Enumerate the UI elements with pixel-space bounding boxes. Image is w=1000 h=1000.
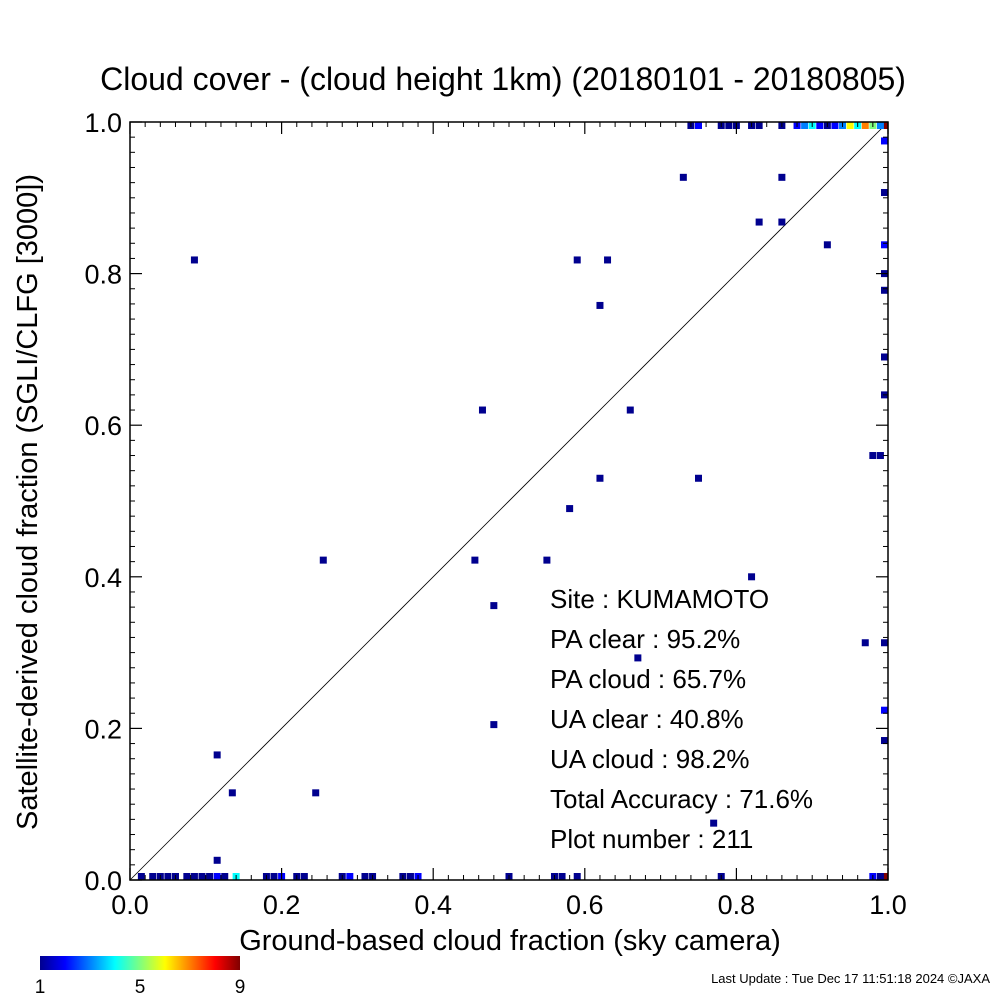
data-point-13	[596, 301, 604, 309]
data-point-19	[695, 474, 702, 482]
data-point-23	[778, 173, 786, 181]
colorbar: 1 5 9	[35, 956, 246, 998]
y-tick-label: 0.0	[84, 866, 122, 896]
data-point-7	[478, 406, 486, 414]
data-point-18	[679, 173, 687, 181]
x-tick-label: 1.0	[869, 890, 907, 920]
data-point-31	[881, 241, 888, 249]
data-point-90	[573, 873, 581, 880]
data-point-6	[471, 556, 479, 564]
data-point-2	[228, 789, 236, 797]
data-point-40	[881, 873, 888, 880]
data-point-16	[626, 406, 634, 414]
y-tick-label: 0.2	[84, 714, 122, 744]
x-tick-label: 0.8	[718, 890, 756, 920]
data-point-33	[881, 286, 888, 294]
x-tick-label: 0.0	[111, 890, 149, 920]
data-point-71	[206, 873, 214, 880]
data-point-24	[778, 218, 786, 226]
data-point-36	[881, 639, 888, 647]
stat-line: Plot number : 211	[550, 824, 753, 854]
y-tick-label: 0.6	[84, 411, 122, 441]
data-point-82	[361, 873, 369, 880]
data-point-0	[190, 256, 198, 264]
data-point-60	[861, 122, 869, 129]
data-point-10	[543, 556, 551, 564]
data-point-46	[725, 122, 733, 129]
x-tick-label: 0.4	[414, 890, 452, 920]
data-point-64	[149, 873, 157, 880]
stat-line: UA clear : 40.8%	[550, 704, 744, 734]
data-point-89	[558, 873, 566, 880]
data-point-73	[221, 873, 229, 880]
data-point-69	[190, 873, 198, 880]
x-tick-label: 0.6	[566, 890, 604, 920]
stat-line: PA clear : 95.2%	[550, 624, 740, 654]
stat-line: UA cloud : 98.2%	[550, 744, 749, 774]
data-point-34	[881, 353, 888, 361]
stat-line: Total Accuracy : 71.6%	[550, 784, 813, 814]
data-point-72	[213, 873, 221, 880]
stat-line: PA cloud : 65.7%	[550, 664, 746, 694]
data-point-79	[300, 873, 308, 880]
x-axis-label: Ground-based cloud fraction (sky camera)	[239, 925, 781, 957]
data-point-62	[876, 122, 884, 129]
data-point-3	[213, 856, 221, 864]
data-point-44	[695, 122, 702, 129]
data-point-28	[876, 452, 884, 460]
y-tick-label: 0.8	[84, 260, 122, 290]
data-point-85	[406, 873, 414, 880]
data-point-29	[881, 137, 888, 145]
data-point-21	[748, 573, 756, 581]
data-point-81	[346, 873, 354, 880]
data-point-56	[831, 122, 839, 129]
x-tick-label: 0.2	[263, 890, 301, 920]
data-point-11	[566, 505, 574, 513]
data-point-1	[213, 751, 221, 759]
colorbar-label: 1	[35, 977, 46, 998]
data-point-8	[490, 602, 498, 610]
data-point-27	[869, 452, 877, 460]
data-point-39	[881, 122, 888, 129]
data-point-22	[755, 218, 763, 226]
y-tick-label: 1.0	[84, 108, 122, 138]
data-point-54	[816, 122, 824, 129]
data-point-17	[634, 654, 642, 662]
data-point-30	[881, 188, 888, 196]
data-point-9	[490, 721, 498, 729]
data-point-70	[198, 873, 206, 880]
data-point-25	[823, 241, 831, 249]
data-point-37	[881, 706, 888, 714]
data-point-63	[137, 873, 145, 880]
data-point-26	[861, 639, 869, 647]
colorbar-label: 9	[235, 977, 246, 998]
data-point-49	[755, 122, 763, 129]
diagonal-line	[129, 121, 889, 881]
data-point-14	[604, 256, 612, 264]
data-point-66	[164, 873, 172, 880]
data-point-76	[270, 873, 278, 880]
data-point-68	[183, 873, 191, 880]
data-point-20	[710, 819, 718, 827]
data-point-15	[596, 474, 604, 482]
last-update-text: Last Update : Tue Dec 17 11:51:18 2024 ©…	[711, 971, 990, 986]
plot-area: 0.0 0.2 0.4 0.6 0.8 1.0 0.0 0.2 0.4 0.6 0.8 1.0	[84, 108, 906, 920]
stat-line: Site : KUMAMOTO	[550, 584, 769, 614]
data-point-5	[319, 556, 327, 564]
data-point-52	[801, 122, 809, 129]
data-point-38	[881, 737, 888, 745]
y-axis-label: Satellite-derived cloud fraction (SGLI/C…	[12, 174, 44, 830]
colorbar-gradient	[40, 956, 240, 970]
data-point-4	[312, 789, 320, 797]
data-point-12	[573, 256, 581, 264]
y-tick-label: 0.4	[84, 563, 122, 593]
data-point-58	[846, 122, 854, 129]
stats-box: Site : KUMAMOTO PA clear : 95.2% PA cloud …	[550, 584, 813, 854]
data-point-42	[876, 873, 884, 880]
chart-title: Cloud cover - (cloud height 1km) (201801…	[100, 61, 906, 97]
colorbar-label: 5	[135, 977, 146, 998]
